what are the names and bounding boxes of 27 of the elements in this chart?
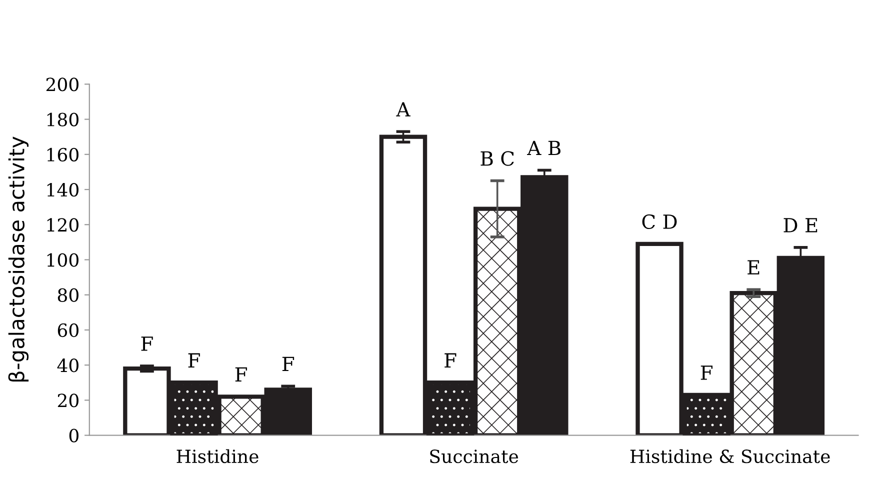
annotation: F: [141, 336, 153, 351]
y-tick-label: 20: [58, 394, 78, 408]
y-tick-label: 180: [47, 112, 78, 126]
annotation: A B: [527, 140, 560, 156]
annotation: F: [282, 356, 294, 371]
y-tick-label: 140: [47, 182, 78, 197]
annotation: E: [748, 260, 760, 274]
annotation: F: [700, 366, 713, 380]
x-tick-label: Succinate: [430, 450, 518, 464]
y-tick-label: 200: [46, 78, 78, 92]
annotation: F: [444, 353, 456, 368]
y-tick-label: 80: [58, 288, 78, 302]
y-tick-label: 160: [47, 148, 78, 162]
annotation: B C: [480, 151, 514, 166]
y-tick-label: 60: [58, 323, 78, 338]
annotation: F: [188, 353, 200, 368]
annotation: A: [396, 102, 410, 116]
y-axis-title: β-galactosidase activity: [8, 136, 29, 382]
x-tick-label: Histidine & Succinate: [630, 449, 830, 464]
x-tick-label: Histidine: [176, 449, 258, 464]
annotation: F: [235, 367, 247, 382]
y-tick-label: 0: [69, 428, 78, 442]
y-tick-label: 100: [47, 253, 78, 267]
annotation: C D: [642, 214, 677, 230]
annotation: D E: [784, 218, 818, 232]
y-tick-label: 40: [57, 358, 78, 372]
y-tick-label: 120: [47, 218, 78, 232]
